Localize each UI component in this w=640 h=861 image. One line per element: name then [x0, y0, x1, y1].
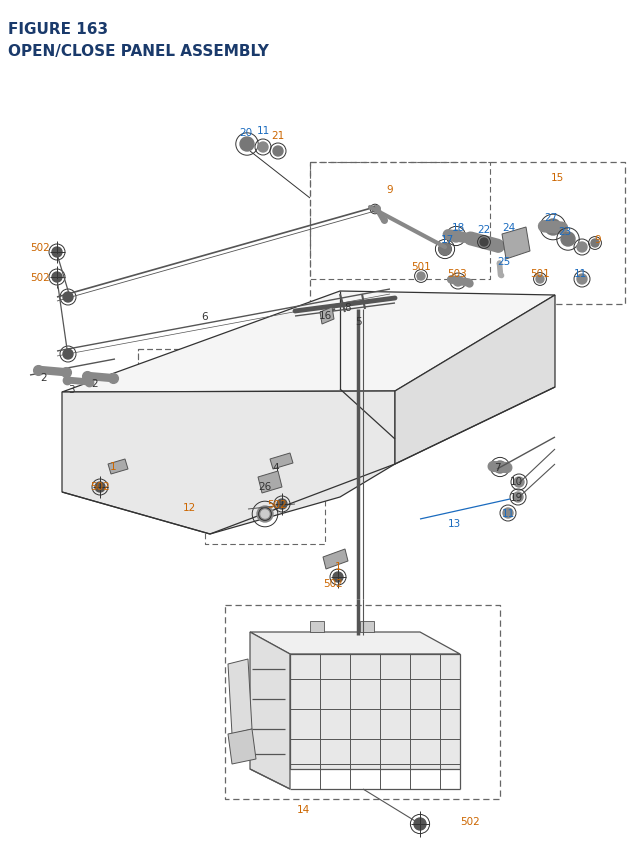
- Polygon shape: [502, 228, 530, 260]
- Text: 501: 501: [530, 269, 550, 279]
- Circle shape: [441, 245, 449, 254]
- Text: 502: 502: [267, 499, 287, 510]
- Polygon shape: [395, 295, 555, 464]
- Circle shape: [480, 238, 488, 247]
- Polygon shape: [250, 632, 290, 789]
- Text: 2: 2: [41, 373, 47, 382]
- Text: 24: 24: [502, 223, 516, 232]
- Text: 12: 12: [182, 503, 196, 512]
- Text: 14: 14: [296, 804, 310, 814]
- Text: 22: 22: [477, 225, 491, 235]
- Text: 1: 1: [335, 561, 341, 572]
- Circle shape: [503, 508, 513, 518]
- Circle shape: [63, 350, 73, 360]
- Text: 10: 10: [509, 476, 523, 486]
- Text: 2: 2: [92, 379, 99, 388]
- Text: FIGURE 163: FIGURE 163: [8, 22, 108, 37]
- Circle shape: [577, 275, 587, 285]
- Text: 503: 503: [447, 269, 467, 279]
- Text: 25: 25: [497, 257, 511, 267]
- Text: 4: 4: [273, 462, 279, 473]
- Polygon shape: [270, 454, 293, 469]
- Polygon shape: [228, 729, 256, 764]
- Text: 9: 9: [387, 185, 394, 195]
- Text: 502: 502: [90, 481, 110, 492]
- Text: 23: 23: [558, 226, 572, 237]
- Polygon shape: [323, 549, 348, 569]
- Circle shape: [513, 492, 523, 503]
- Circle shape: [514, 478, 524, 487]
- Polygon shape: [250, 632, 460, 654]
- Text: 11: 11: [257, 126, 269, 136]
- Circle shape: [545, 220, 561, 236]
- Text: 502: 502: [30, 243, 50, 253]
- Circle shape: [261, 511, 269, 518]
- Circle shape: [494, 461, 506, 474]
- Circle shape: [414, 818, 426, 830]
- Circle shape: [52, 248, 62, 257]
- Text: 13: 13: [447, 518, 461, 529]
- Polygon shape: [320, 307, 334, 325]
- Circle shape: [277, 499, 287, 510]
- Text: 26: 26: [259, 481, 271, 492]
- Circle shape: [257, 506, 273, 523]
- Polygon shape: [258, 472, 282, 493]
- Circle shape: [417, 273, 425, 281]
- Text: 21: 21: [271, 131, 285, 141]
- Text: 15: 15: [550, 173, 564, 183]
- Text: 17: 17: [440, 235, 454, 245]
- Polygon shape: [62, 292, 555, 393]
- Text: 6: 6: [202, 312, 208, 322]
- Text: 8: 8: [345, 303, 351, 313]
- Circle shape: [95, 482, 105, 492]
- Circle shape: [240, 138, 254, 152]
- Polygon shape: [62, 392, 395, 535]
- Text: 502: 502: [323, 579, 343, 588]
- Circle shape: [577, 243, 587, 253]
- Text: 20: 20: [239, 127, 253, 138]
- Polygon shape: [228, 660, 252, 734]
- Circle shape: [63, 293, 73, 303]
- Circle shape: [372, 207, 378, 213]
- Text: OPEN/CLOSE PANEL ASSEMBLY: OPEN/CLOSE PANEL ASSEMBLY: [8, 44, 269, 59]
- Circle shape: [453, 276, 463, 287]
- Text: 502: 502: [30, 273, 50, 282]
- Text: 3: 3: [68, 385, 74, 394]
- Polygon shape: [310, 622, 324, 632]
- Circle shape: [536, 276, 544, 283]
- Circle shape: [333, 573, 343, 582]
- Text: 5: 5: [355, 317, 362, 326]
- Text: 11: 11: [501, 508, 515, 518]
- Text: 18: 18: [451, 223, 465, 232]
- Polygon shape: [290, 654, 460, 769]
- Circle shape: [52, 273, 62, 282]
- Text: 7: 7: [493, 462, 500, 473]
- Circle shape: [258, 143, 268, 152]
- Circle shape: [273, 147, 283, 157]
- Text: 27: 27: [545, 213, 557, 223]
- Text: 501: 501: [411, 262, 431, 272]
- Text: 11: 11: [573, 269, 587, 279]
- Text: 502: 502: [460, 816, 480, 826]
- Polygon shape: [360, 622, 374, 632]
- Text: 19: 19: [509, 492, 523, 503]
- Text: 1: 1: [109, 461, 116, 472]
- Circle shape: [450, 231, 462, 243]
- Circle shape: [561, 232, 575, 247]
- Text: 9: 9: [595, 235, 602, 245]
- Circle shape: [591, 239, 599, 248]
- Polygon shape: [108, 460, 128, 474]
- Circle shape: [439, 244, 451, 256]
- Text: 16: 16: [318, 311, 332, 320]
